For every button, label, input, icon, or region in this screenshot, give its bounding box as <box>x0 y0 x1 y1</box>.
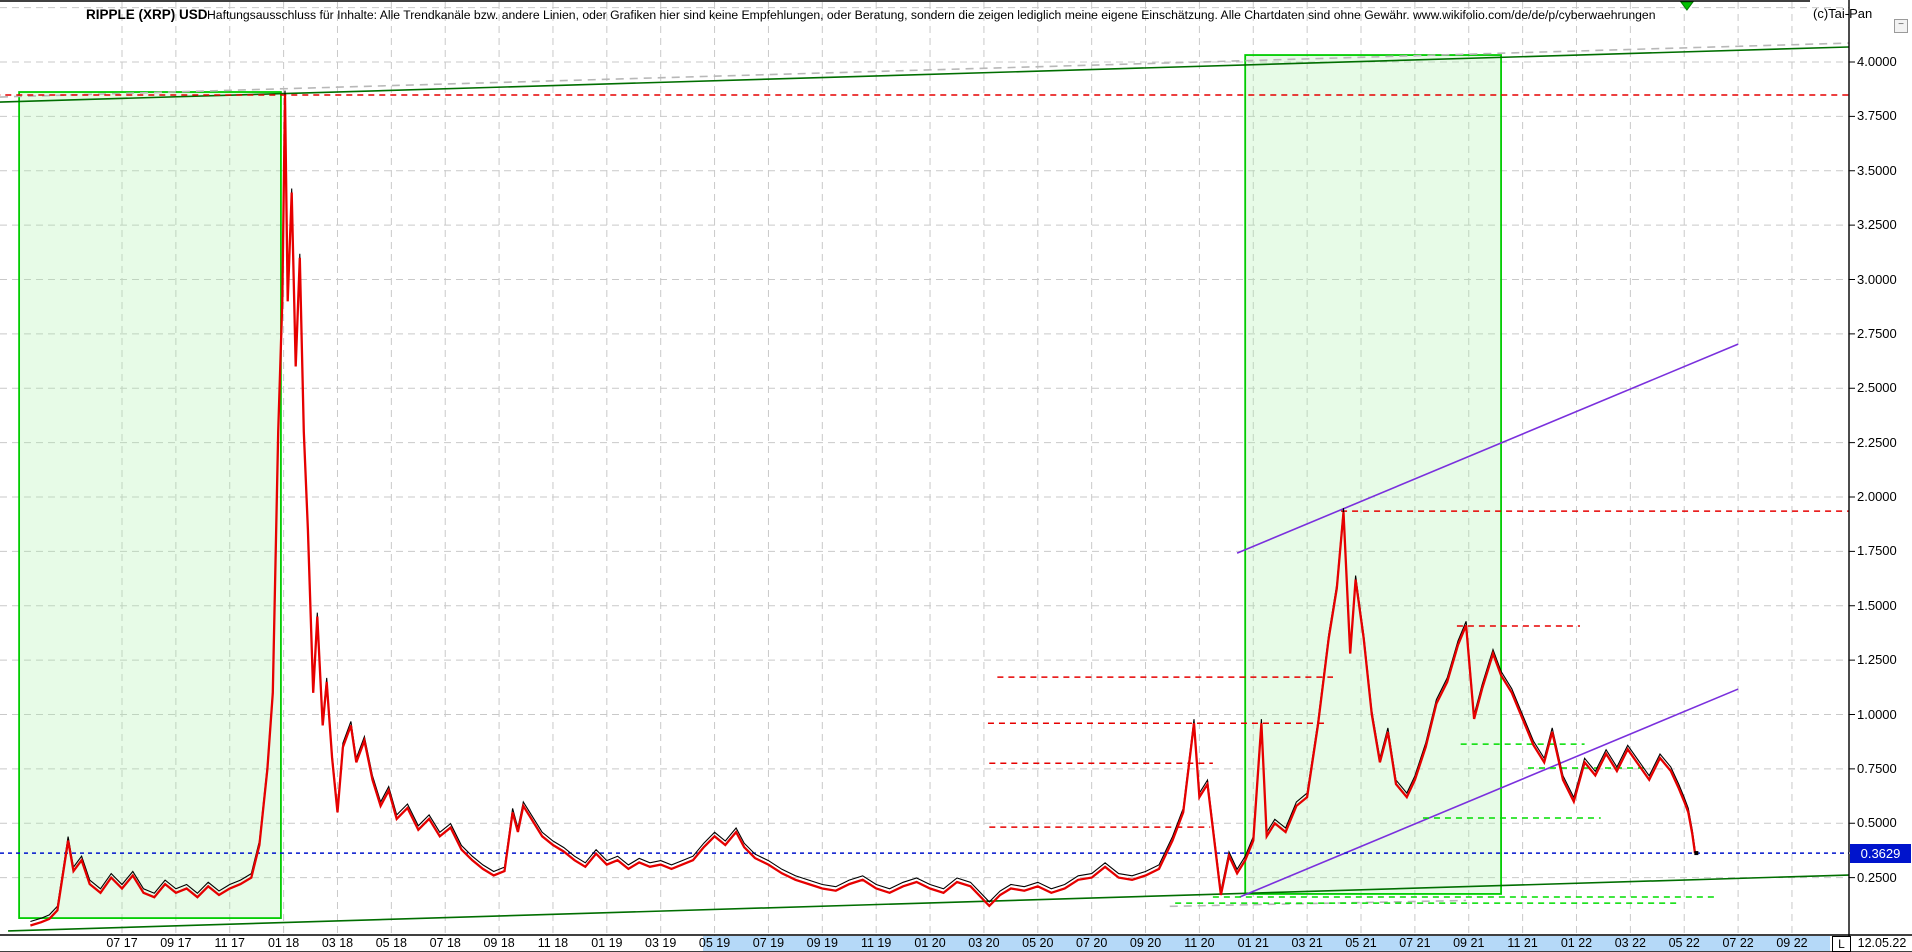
time-axis-label: 07 20 <box>1076 936 1108 950</box>
old-lower-gray <box>1169 899 1467 908</box>
time-axis-label: 05 21 <box>1345 936 1377 950</box>
price-axis-label: 2.2500 <box>1857 434 1897 450</box>
accumulation-zone-2021 <box>1244 54 1502 895</box>
time-axis-label: 11 20 <box>1184 936 1215 950</box>
price-axis-label: 0.7500 <box>1857 760 1897 776</box>
time-axis-label: 09 18 <box>483 936 515 950</box>
time-axis-label: 05 18 <box>375 936 407 950</box>
time-axis-label: 01 19 <box>591 936 623 950</box>
accumulation-zone-2017 <box>18 91 282 919</box>
price-axis-label: 3.5000 <box>1857 162 1897 178</box>
event-marker-icon <box>1679 1 1694 11</box>
time-axis-label: 03 18 <box>321 936 354 950</box>
time-axis-label: 07 22 <box>1722 936 1754 950</box>
time-axis-label: 07 17 <box>106 936 138 950</box>
time-axis-strip <box>0 936 1912 951</box>
price-axis-label: 2.5000 <box>1857 380 1897 396</box>
time-axis-label: 03 20 <box>968 936 1000 950</box>
long-term-lower-green <box>8 874 1849 932</box>
price-line <box>30 94 1697 927</box>
time-axis-label: 01 22 <box>1560 936 1593 950</box>
time-axis-label: 11 21 <box>1507 936 1538 950</box>
time-axis-label: 09 22 <box>1776 936 1808 950</box>
time-axis-label: 09 21 <box>1453 936 1485 950</box>
time-axis-label: 05 19 <box>698 936 731 950</box>
time-axis-label: 09 20 <box>1129 936 1162 950</box>
time-axis-label: 11 19 <box>860 936 892 950</box>
last-value-dot <box>1694 851 1699 856</box>
price-axis-label: 0.2500 <box>1857 869 1897 885</box>
price-axis-label: 0.5000 <box>1857 815 1897 831</box>
price-axis-label: 2.7500 <box>1857 325 1897 341</box>
price-axis-label: 1.2500 <box>1857 652 1897 668</box>
time-axis-label: 11 17 <box>214 936 245 950</box>
price-axis-label: 4.0000 <box>1857 54 1897 69</box>
price-axis-label: 3.7500 <box>1857 108 1897 124</box>
minimize-icon[interactable]: − <box>1894 19 1908 33</box>
time-axis-label: 05 22 <box>1668 936 1700 950</box>
time-axis-selected-range[interactable] <box>703 936 1830 951</box>
time-axis-label: 01 21 <box>1237 936 1269 950</box>
time-axis-label: 09 19 <box>806 936 838 950</box>
price-axis-label: 3.0000 <box>1857 271 1897 287</box>
page-title: RIPPLE (XRP) USD <box>86 7 208 22</box>
price-axis-label: 2.0000 <box>1857 489 1897 504</box>
time-axis-label: 11 18 <box>537 936 569 950</box>
time-axis-label: 09 17 <box>160 936 192 950</box>
time-axis-label: 07 21 <box>1399 936 1431 950</box>
price-axis-label: 1.0000 <box>1857 706 1897 722</box>
time-axis-label: 07 18 <box>429 936 461 950</box>
channel-upper-purple <box>1236 343 1739 554</box>
price-axis-label: 1.7500 <box>1857 543 1897 559</box>
channel-lower-purple <box>1239 688 1739 898</box>
time-axis-label: 03 22 <box>1614 936 1646 950</box>
long-term-upper-green <box>0 46 1849 103</box>
time-axis-label: 03 21 <box>1291 936 1323 950</box>
time-axis-label: 07 19 <box>752 936 785 950</box>
last-bar-indicator[interactable]: L <box>1832 936 1851 952</box>
price-axis-label: 3.2500 <box>1857 217 1897 233</box>
disclaimer-text: Haftungsausschluss für Inhalte: Alle Tre… <box>207 8 1656 22</box>
time-axis-label: 03 19 <box>645 936 677 950</box>
current-price-badge: 0.3629 <box>1850 844 1911 863</box>
time-axis-label: 01 20 <box>914 936 946 950</box>
last-trade-date: 12.05.22 <box>1857 936 1907 950</box>
price-axis-label: 1.5000 <box>1857 597 1897 613</box>
time-axis-label: 05 20 <box>1022 936 1054 950</box>
old-upper-gray <box>0 42 1849 98</box>
copyright-label: (c)Tai-Pan <box>1813 6 1873 21</box>
time-axis-label: 01 18 <box>267 936 300 950</box>
